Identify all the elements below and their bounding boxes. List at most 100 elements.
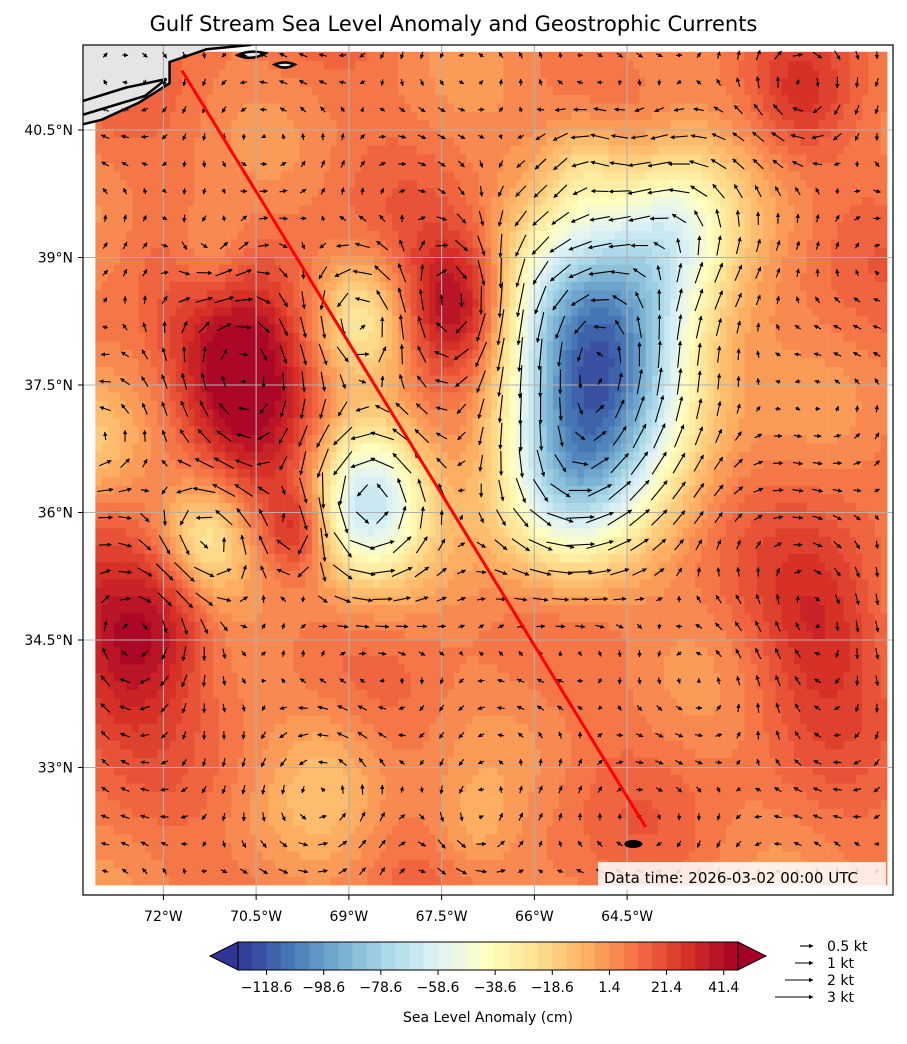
- current-vector: [478, 512, 484, 524]
- current-vector: [558, 812, 563, 821]
- current-vector: [795, 622, 801, 631]
- current-vector: [498, 651, 504, 657]
- current-vector: [597, 786, 603, 793]
- current-vector: [853, 760, 861, 765]
- current-vector: [671, 213, 687, 224]
- current-vector: [732, 132, 745, 142]
- current-vector: [161, 347, 168, 362]
- current-vector: [528, 538, 553, 551]
- current-vector: [220, 349, 228, 360]
- current-vector: [576, 869, 584, 874]
- current-vector: [795, 406, 801, 411]
- current-vector: [123, 187, 128, 195]
- current-vector: [854, 77, 860, 88]
- current-vector: [607, 539, 632, 551]
- current-vector: [419, 78, 424, 87]
- current-vector: [435, 406, 448, 411]
- current-vector: [192, 486, 216, 494]
- current-vector: [854, 676, 860, 686]
- current-vector: [628, 161, 651, 168]
- current-vector: [358, 215, 367, 222]
- current-vector: [834, 405, 839, 412]
- current-vector: [281, 372, 286, 392]
- current-vector: [142, 215, 147, 222]
- current-vector: [518, 785, 523, 794]
- current-vector: [439, 677, 444, 685]
- current-vector: [260, 840, 267, 848]
- colorbar-segment: [409, 942, 425, 970]
- current-vector: [815, 78, 820, 88]
- colorbar-segment: [680, 942, 696, 970]
- current-vector: [398, 705, 406, 710]
- current-vector: [656, 677, 662, 685]
- current-vector: [437, 107, 446, 113]
- current-vector: [399, 868, 405, 875]
- current-vector: [655, 787, 663, 792]
- current-vector: [261, 651, 266, 657]
- colorbar-tick-label: −98.6: [302, 980, 345, 996]
- current-vector: [161, 188, 167, 194]
- colorbar-segment: [623, 942, 639, 970]
- current-vector: [397, 287, 406, 313]
- current-vector: [297, 566, 309, 578]
- current-vector: [531, 236, 550, 255]
- current-vector: [316, 424, 330, 448]
- current-vector: [833, 352, 842, 357]
- current-vector: [439, 79, 444, 86]
- current-vector: [340, 133, 345, 141]
- current-vector: [118, 542, 132, 548]
- current-vector: [195, 592, 214, 607]
- current-vector: [340, 785, 345, 794]
- current-vector: [557, 425, 564, 447]
- current-vector: [568, 240, 592, 251]
- current-vector: [756, 322, 761, 332]
- current-vector: [873, 814, 881, 819]
- current-vector: [854, 378, 860, 385]
- current-vector: [656, 367, 663, 396]
- current-vector: [674, 733, 684, 738]
- current-vector: [832, 488, 843, 493]
- current-vector: [775, 594, 781, 604]
- current-vector: [498, 134, 503, 140]
- current-vector: [99, 460, 112, 467]
- current-vector: [182, 214, 187, 223]
- current-vector: [714, 456, 724, 470]
- current-vector: [279, 400, 287, 418]
- current-vector: [182, 731, 187, 740]
- current-vector: [478, 624, 485, 629]
- current-vector: [538, 731, 543, 739]
- current-vector: [714, 290, 723, 310]
- current-vector: [532, 210, 549, 226]
- current-vector: [182, 105, 187, 114]
- current-vector: [457, 186, 465, 196]
- current-vector: [298, 842, 309, 847]
- current-vector: [298, 759, 308, 766]
- current-vector: [536, 107, 545, 112]
- current-vector: [577, 347, 583, 362]
- current-vector: [656, 705, 663, 711]
- current-vector: [794, 649, 801, 658]
- current-vector: [593, 324, 607, 330]
- current-vector: [497, 624, 505, 629]
- current-vector: [550, 264, 571, 282]
- current-vector: [221, 160, 226, 168]
- current-vector: [556, 869, 564, 874]
- current-vector: [696, 595, 702, 603]
- current-vector: [635, 733, 644, 738]
- current-vector: [714, 512, 723, 524]
- current-vector: [417, 345, 427, 363]
- colorbar-segment: [495, 942, 510, 970]
- current-vector: [693, 107, 705, 112]
- current-vector: [593, 106, 607, 112]
- current-vector: [358, 839, 367, 849]
- current-vector: [677, 340, 683, 368]
- current-vector: [138, 595, 152, 603]
- current-vector: [357, 731, 368, 739]
- current-vector: [610, 568, 630, 576]
- current-vector: [833, 161, 841, 166]
- current-vector: [873, 351, 881, 357]
- current-vector: [122, 241, 128, 250]
- current-vector: [834, 379, 841, 384]
- current-vector: [478, 285, 484, 315]
- current-vector: [694, 288, 704, 312]
